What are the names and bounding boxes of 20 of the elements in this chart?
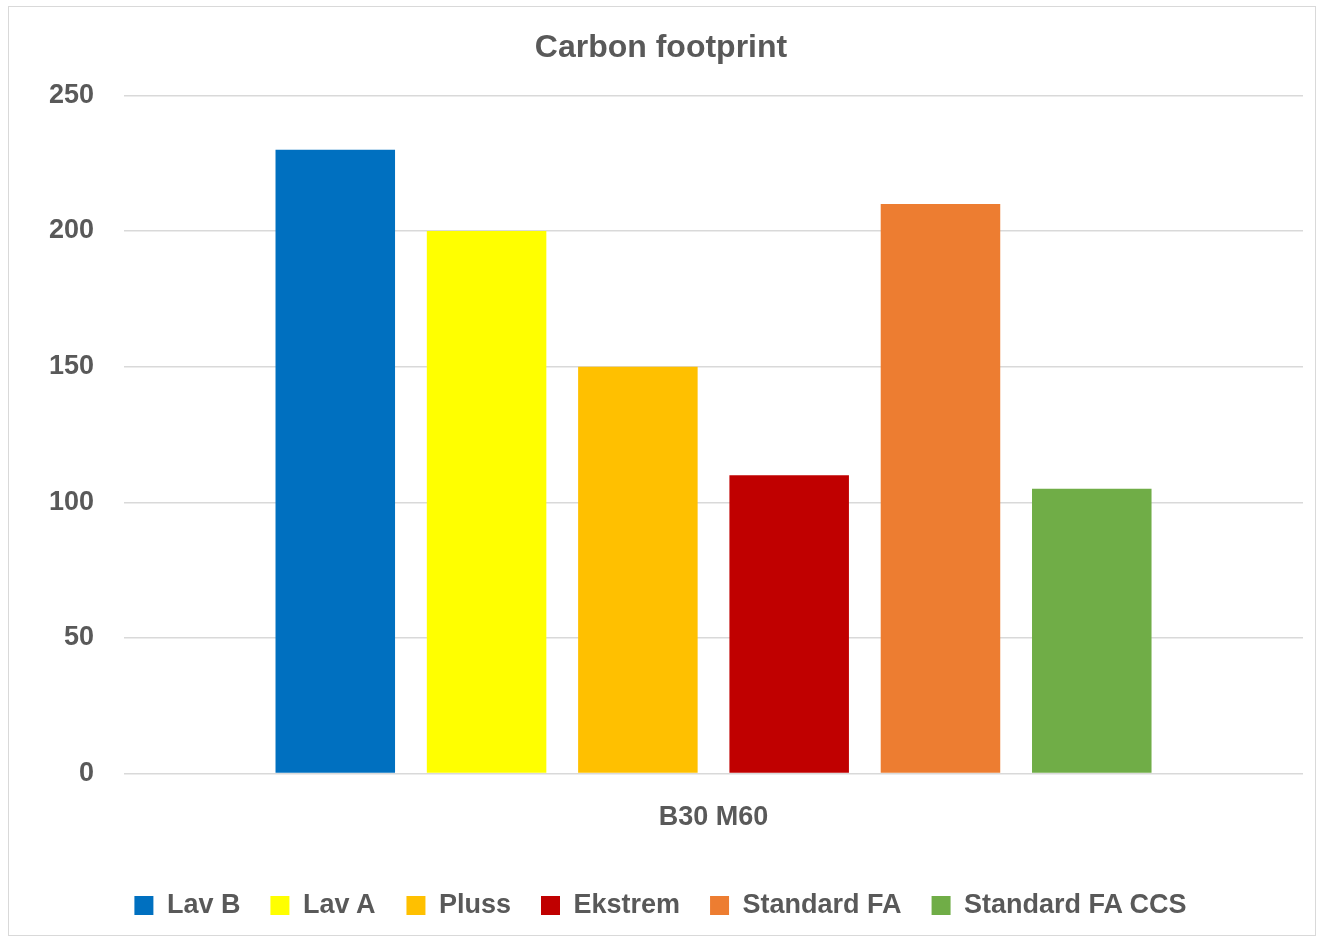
- legend-label: Lav A: [302, 888, 376, 919]
- bar: [578, 366, 698, 773]
- y-tick-label: 250: [48, 78, 95, 109]
- y-tick-label: 100: [48, 485, 95, 516]
- y-tick-label: 200: [48, 214, 95, 245]
- y-tick-label: 150: [48, 350, 95, 381]
- x-tick-label: B30 M60: [658, 801, 769, 832]
- bar: [880, 203, 1001, 773]
- y-tick-label: 0: [79, 757, 95, 788]
- bar: [275, 149, 396, 773]
- bar: [426, 231, 547, 773]
- legend-label: Pluss: [438, 888, 511, 919]
- legend-label: Standard FA CCS: [964, 888, 1187, 919]
- bar: [1032, 488, 1152, 773]
- legend-label: Standard FA: [742, 888, 902, 919]
- legend-label: Ekstrem: [573, 888, 681, 919]
- bar: [729, 475, 849, 773]
- legend-label: Lav B: [166, 888, 241, 919]
- y-tick-label: 50: [64, 621, 95, 652]
- chart-title: Carbon footprint: [534, 28, 788, 65]
